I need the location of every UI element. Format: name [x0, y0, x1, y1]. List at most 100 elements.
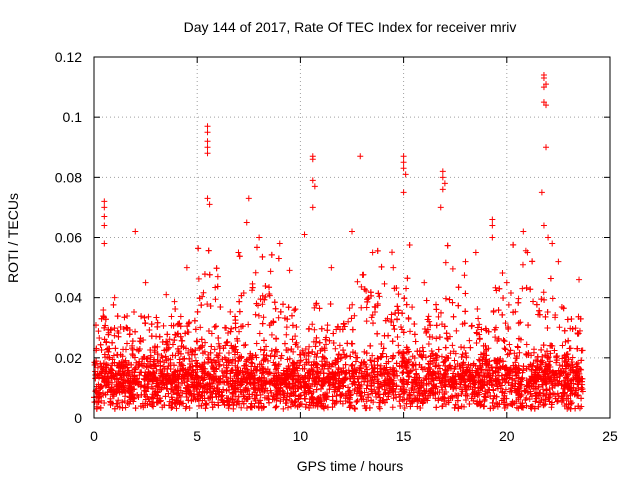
roti-point — [487, 405, 494, 412]
roti-point — [215, 402, 222, 409]
roti-point — [533, 395, 540, 402]
roti-point — [347, 391, 354, 398]
roti-point — [419, 399, 426, 406]
roti-point — [564, 361, 571, 368]
roti-point — [263, 368, 270, 375]
roti-point — [151, 349, 158, 356]
roti-point — [314, 350, 321, 357]
roti-point — [125, 367, 132, 374]
roti-point — [547, 377, 554, 384]
roti-point — [555, 393, 562, 400]
roti-point — [141, 314, 148, 321]
roti-point — [93, 405, 100, 412]
roti-point — [129, 338, 136, 345]
roti-point — [501, 399, 508, 406]
roti-point — [405, 348, 412, 355]
roti-point — [228, 360, 235, 367]
roti-point — [216, 361, 223, 368]
roti-point — [319, 366, 326, 373]
roti-point — [262, 282, 269, 289]
roti-point — [437, 309, 444, 316]
roti-point — [458, 403, 465, 410]
roti-point — [441, 358, 448, 365]
roti-point — [393, 382, 400, 389]
roti-point — [125, 372, 132, 379]
roti-point — [193, 362, 200, 369]
roti-point — [266, 291, 273, 298]
roti-point — [374, 247, 381, 254]
roti-point — [513, 355, 520, 362]
roti-point — [341, 351, 348, 358]
roti-point — [366, 373, 373, 380]
roti-point — [512, 377, 519, 384]
roti-point — [565, 356, 572, 363]
roti-point — [225, 357, 232, 364]
roti-point — [376, 394, 383, 401]
roti-point — [518, 403, 525, 410]
roti-point — [474, 306, 481, 313]
roti-point — [466, 337, 473, 344]
roti-point — [113, 375, 120, 382]
roti-point — [425, 313, 432, 320]
roti-point — [311, 326, 318, 333]
roti-point — [417, 384, 424, 391]
roti-point — [385, 332, 392, 339]
roti-point — [235, 367, 242, 374]
roti-point — [432, 351, 439, 358]
roti-point — [257, 296, 264, 303]
roti-point — [455, 302, 462, 309]
roti-point — [114, 351, 121, 358]
roti-point — [150, 372, 157, 379]
roti-point — [223, 339, 230, 346]
roti-point — [533, 357, 540, 364]
roti-point — [363, 398, 370, 405]
roti-point — [436, 373, 443, 380]
roti-point — [149, 385, 156, 392]
roti-point — [496, 401, 503, 408]
roti-point — [532, 369, 539, 376]
roti-point — [301, 365, 308, 372]
roti-point — [305, 370, 312, 377]
roti-point — [371, 380, 378, 387]
roti-point — [495, 335, 502, 342]
roti-point — [403, 344, 410, 351]
roti-point — [252, 389, 259, 396]
roti-point — [492, 378, 499, 385]
roti-point — [298, 401, 305, 408]
roti-point — [111, 332, 118, 339]
roti-point — [363, 350, 370, 357]
roti-point — [443, 401, 450, 408]
roti-point — [253, 340, 260, 347]
roti-point — [449, 265, 456, 272]
roti-point — [190, 396, 197, 403]
roti-point — [508, 376, 515, 383]
roti-point — [370, 369, 377, 376]
roti-point — [347, 353, 354, 360]
roti-point — [427, 322, 434, 329]
roti-point — [256, 330, 263, 337]
roti-point — [124, 340, 131, 347]
roti-point — [277, 355, 284, 362]
roti-point — [249, 352, 256, 359]
roti-point — [98, 347, 105, 354]
roti-point — [283, 396, 290, 403]
roti-point — [542, 313, 549, 320]
roti-point — [212, 359, 219, 366]
roti-point — [219, 392, 226, 399]
roti-point — [177, 333, 184, 340]
roti-point — [289, 322, 296, 329]
roti-point — [407, 403, 414, 410]
roti-point — [272, 366, 279, 373]
roti-point — [433, 335, 440, 342]
roti-point — [262, 379, 269, 386]
roti-point — [461, 344, 468, 351]
roti-point — [375, 290, 382, 297]
roti-point — [102, 368, 109, 375]
roti-point — [238, 292, 245, 299]
roti-point — [427, 378, 434, 385]
roti-point — [389, 338, 396, 345]
roti-point — [502, 346, 509, 353]
roti-point — [260, 351, 267, 358]
roti-point — [186, 405, 193, 412]
roti-point — [575, 378, 582, 385]
